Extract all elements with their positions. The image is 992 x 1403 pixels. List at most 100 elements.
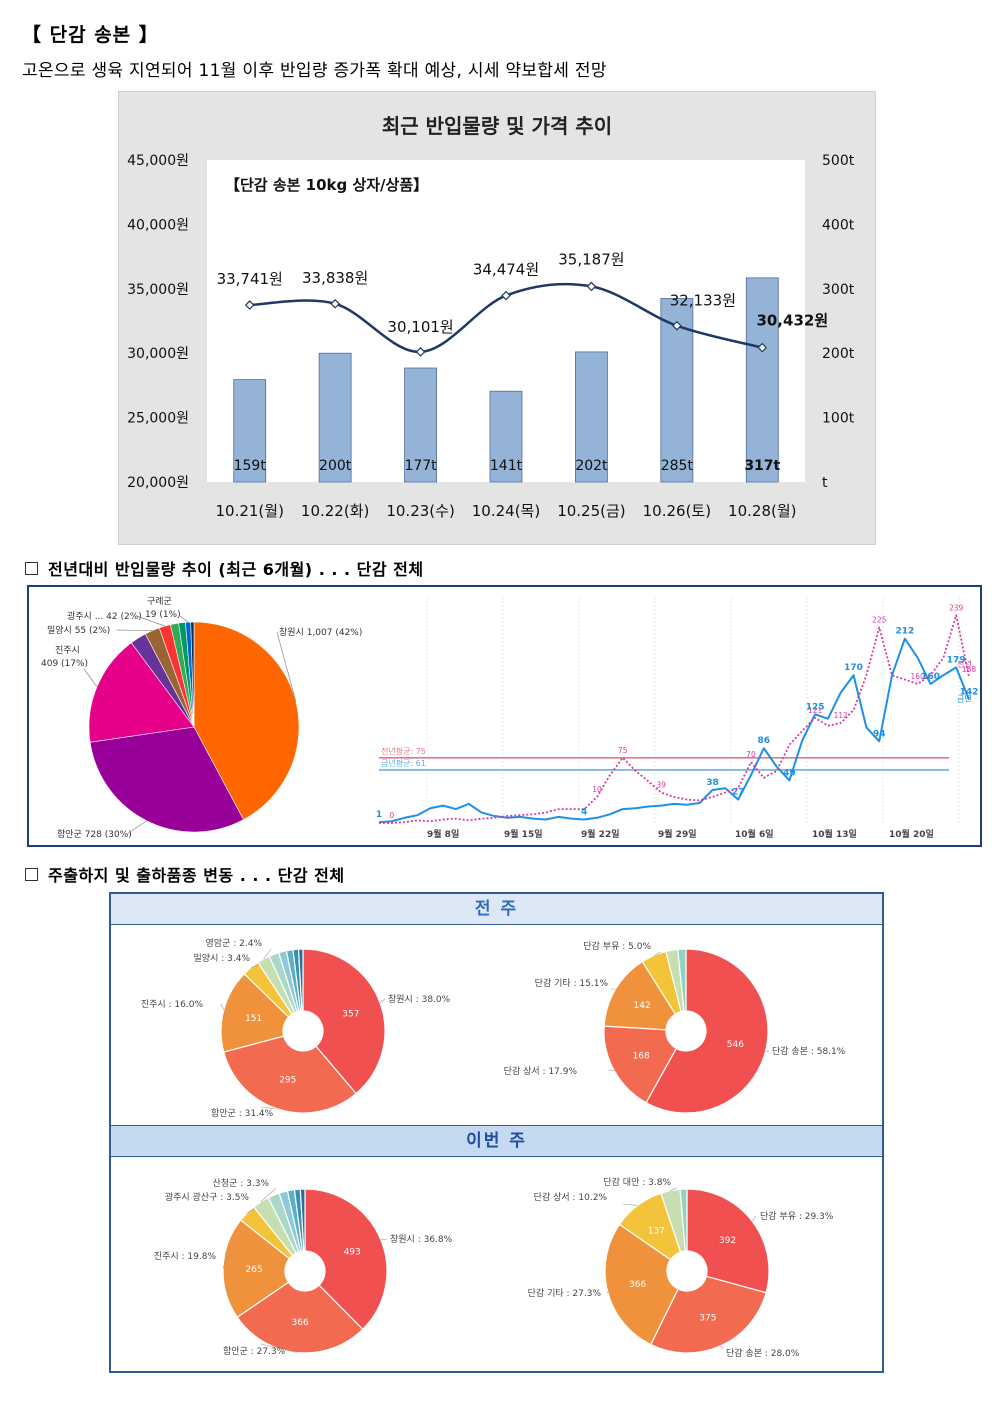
volume-bar-label: 177t <box>404 458 437 474</box>
donut-value: 493 <box>344 1248 361 1258</box>
donut-slice <box>304 1188 388 1331</box>
pie-leader <box>276 631 297 702</box>
pie-label: 광주시 ... 42 (2%) <box>67 610 142 622</box>
donut-value: 137 <box>648 1226 665 1236</box>
this-year-line <box>378 637 970 824</box>
volume-bar-label: 317t <box>744 458 780 474</box>
pie-label: 함안군 728 (30%) <box>57 829 132 840</box>
point-label: 212 <box>895 627 914 637</box>
category-label: 10.25(금) <box>557 502 625 520</box>
donut-leader <box>606 1291 608 1294</box>
donut-label: 단감 송본 : 58.1% <box>772 1045 846 1057</box>
donut-label: 함안군 : 27.3% <box>223 1346 286 1357</box>
point-label: 94 <box>873 729 886 739</box>
volume-bar <box>318 352 352 483</box>
volume-bar-label: 141t <box>490 458 523 474</box>
point-label: 4 <box>581 808 587 818</box>
section-donut-label: 주출하지 및 출하품종 변동 . . . 단감 전체 <box>48 866 345 885</box>
left-axis-tick: 20,000원 <box>127 475 189 491</box>
donut-slice <box>222 1219 291 1319</box>
volume-bar <box>489 390 523 483</box>
pie-leader <box>116 629 153 632</box>
donut-value: 366 <box>629 1280 646 1290</box>
donut-leader <box>263 948 272 960</box>
price-marker <box>586 281 597 292</box>
donut-label: 단감 기타 : 15.1% <box>535 977 609 989</box>
average-label: 전년평균: 75 <box>381 746 426 756</box>
right-axis-tick: t <box>822 475 828 491</box>
category-label: 10.21(월) <box>215 502 283 520</box>
series-name-label: 금년 <box>957 694 972 704</box>
volume-bar-label: 285t <box>661 458 694 474</box>
price-label: 35,187원 <box>558 250 624 268</box>
this-week-band: 이번 주 <box>111 1125 882 1157</box>
donut-leader <box>720 1345 724 1350</box>
checkbox-icon <box>25 562 38 575</box>
donut-label: 진주시 : 16.0% <box>141 999 204 1010</box>
point-label: 0 <box>389 811 394 820</box>
point-label: 39 <box>656 781 666 790</box>
donut-label: 광주시 광산구 : 3.5% <box>165 1191 250 1203</box>
combo-chart-svg: 최근 반입물량 및 가격 추이 【단감 송본 10kg 상자/상품】 20,00… <box>127 114 855 520</box>
donut-leader <box>260 1187 277 1203</box>
donut-slice <box>679 1188 688 1252</box>
volume-bar <box>233 379 267 483</box>
prev-week-band: 전 주 <box>111 894 882 925</box>
point-label: 142 <box>960 688 979 698</box>
pie-label: 19 (1%) <box>145 610 181 620</box>
point-label: 70 <box>746 750 756 759</box>
price-label: 30,101원 <box>387 318 453 336</box>
category-label: 10.24(목) <box>472 502 540 520</box>
right-axis-tick: 200t <box>822 346 855 362</box>
pie-leader <box>178 614 189 623</box>
chart-subtitle: 【단감 송본 10kg 상자/상품】 <box>225 176 428 194</box>
price-marker <box>244 300 255 310</box>
volume-bar <box>404 367 437 483</box>
category-label: 10.26(토) <box>643 502 711 520</box>
point-label: 1 <box>376 810 382 820</box>
volume-bar-label: 202t <box>575 458 608 474</box>
point-label: 168 <box>962 665 977 674</box>
right-axis-tick: 400t <box>822 217 855 233</box>
point-label: 27 <box>732 788 745 798</box>
region-pie-chart: 창원시 1,007 (42%) 함안군 728 (30%) 진주시 409 (17%)… <box>41 596 362 840</box>
last-year-line <box>379 614 970 824</box>
section-trend-title: 전년대비 반입물량 추이 (최근 6개월) . . . 단감 전체 <box>25 556 424 580</box>
donut-leader <box>380 1238 388 1241</box>
price-label: 30,432원 <box>756 312 828 330</box>
point-label: 75 <box>618 746 628 755</box>
point-label: 179 <box>947 655 966 665</box>
donut-label: 산청군 : 3.3% <box>213 1178 270 1189</box>
pie-label: 409 (17%) <box>41 659 88 669</box>
donut-value: 265 <box>245 1265 262 1275</box>
donut-value: 392 <box>719 1236 736 1246</box>
pie-label: 진주시 <box>55 645 80 656</box>
donut-leader <box>765 1050 770 1052</box>
donut-leader <box>653 951 662 956</box>
donut-slice <box>297 948 304 1012</box>
pie-leader <box>126 820 147 835</box>
point-label: 160 <box>911 672 926 681</box>
x-tick-label: 9월 15일 <box>504 828 542 840</box>
donut-slice <box>649 1275 767 1354</box>
price-label: 33,838원 <box>302 269 368 287</box>
x-tick-label: 10월 6일 <box>735 828 773 840</box>
pie-label: 창원시 1,007 (42%) <box>279 627 362 638</box>
point-label: 121 <box>808 706 823 715</box>
donut-value: 295 <box>279 1076 296 1086</box>
point-label: 86 <box>758 736 771 746</box>
donut-value: 546 <box>727 1040 744 1050</box>
trend-panel: 창원시 1,007 (42%) 함안군 728 (30%) 진주시 409 (17%)… <box>27 585 982 847</box>
left-axis-tick: 45,000원 <box>127 153 189 169</box>
donut-label: 단감 기타 : 27.3% <box>528 1287 602 1299</box>
donut-leader <box>260 1106 279 1110</box>
x-tick-label: 10월 13일 <box>812 828 857 840</box>
page-subtitle: 고온으로 생육 지연되어 11월 이후 반입량 증가폭 확대 예상, 시세 약보… <box>22 61 607 81</box>
donut-value: 151 <box>245 1014 262 1024</box>
price-marker <box>672 320 682 331</box>
pie-slice <box>190 621 195 728</box>
left-axis-tick: 30,000원 <box>127 346 189 362</box>
category-label: 10.23(수) <box>386 502 454 520</box>
donut-slice <box>677 948 687 1012</box>
left-axis-tick: 35,000원 <box>127 282 189 298</box>
